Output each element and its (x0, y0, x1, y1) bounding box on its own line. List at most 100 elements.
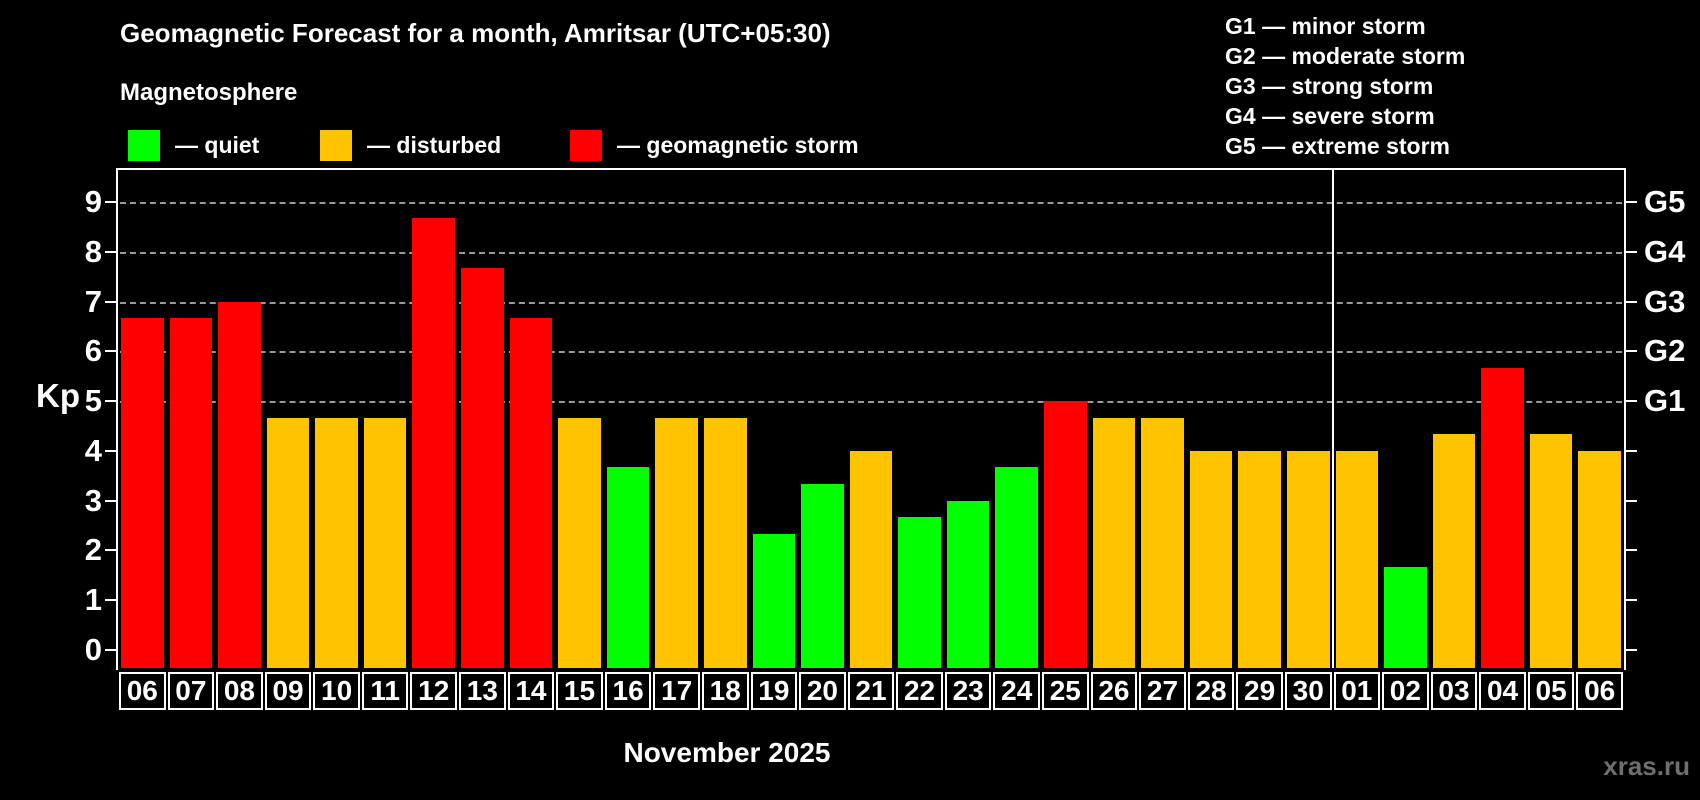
g-legend-line-g4: G4 — severe storm (1225, 103, 1435, 129)
x-label-day-03-27: 03 (1430, 672, 1478, 710)
bar-day-26 (1092, 417, 1136, 668)
legend-item-quiet: — quiet (128, 128, 259, 162)
disturbed-color-swatch (320, 129, 352, 161)
bar-day-18 (703, 417, 747, 668)
x-label-day-23-17: 23 (944, 672, 992, 710)
y-tick-right-5 (1625, 400, 1637, 403)
y-tick-left-6 (105, 350, 117, 353)
y-tick-left-3 (105, 499, 117, 502)
y-tick-left-1 (105, 599, 117, 602)
gridline-kp8 (120, 251, 1622, 254)
y-tick-right-0 (1625, 649, 1637, 651)
y-tick-right-4 (1625, 449, 1637, 452)
y-tick-right-7 (1625, 300, 1637, 303)
watermark: xras.ru (1603, 751, 1690, 781)
legend-label-disturbed: — disturbed (367, 131, 502, 158)
bar-day-25 (1044, 401, 1087, 668)
x-label-day-08-2: 08 (216, 672, 263, 710)
bar-day-11 (363, 417, 407, 668)
gridline-kp5 (120, 401, 1622, 404)
bar-day-23 (946, 500, 990, 668)
y-tick-left-4 (105, 449, 117, 452)
x-label-day-14-8: 14 (507, 672, 555, 710)
x-label-day-18-12: 18 (701, 672, 749, 710)
bar-day-22 (898, 517, 941, 668)
x-label-day-07-1: 07 (167, 672, 215, 710)
y-tick-label-7: 7 (84, 283, 102, 319)
y-tick-right-3 (1625, 499, 1637, 502)
y-tick-left-7 (105, 300, 117, 303)
bar-day-08 (218, 301, 261, 668)
quiet-color-swatch (128, 129, 160, 161)
bar-day-02 (1384, 566, 1427, 668)
bar-day-04 (1481, 367, 1524, 668)
y-tick-label-1: 1 (84, 582, 102, 618)
y-tick-right-9 (1625, 200, 1637, 203)
x-label-day-13-7: 13 (459, 672, 506, 710)
x-label-day-15-9: 15 (556, 672, 603, 710)
x-label-day-19-13: 19 (750, 672, 798, 710)
y-tick-label-3: 3 (84, 482, 102, 518)
bar-day-15 (558, 417, 601, 668)
bar-day-09 (266, 417, 310, 668)
bar-day-05 (1529, 434, 1573, 668)
legend-item-disturbed: — disturbed (320, 128, 501, 162)
x-label-day-01-25: 01 (1333, 672, 1381, 710)
y-tick-label-0: 0 (84, 632, 102, 667)
y-tick-left-9 (105, 200, 117, 203)
y-tick-left-8 (105, 250, 117, 253)
g-axis-label-g4: G4 (1644, 233, 1686, 269)
gridline-kp9 (120, 201, 1622, 204)
bar-day-29 (1238, 450, 1281, 668)
y-tick-label-9: 9 (84, 183, 102, 219)
x-label-day-05-29: 05 (1527, 672, 1575, 710)
x-label-day-27-21: 27 (1139, 672, 1186, 710)
g-legend-line-g3: G3 — strong storm (1225, 73, 1434, 99)
x-label-day-12-6: 12 (410, 672, 458, 710)
bar-day-06 (1578, 450, 1621, 668)
x-label-day-22-16: 22 (896, 672, 943, 710)
y-tick-left-0 (105, 649, 117, 651)
y-axis-label: Kp (36, 377, 80, 414)
bar-day-21 (849, 450, 893, 668)
x-label-day-21-15: 21 (847, 672, 895, 710)
bar-day-01 (1335, 450, 1379, 668)
g-axis-label-g5: G5 (1644, 183, 1686, 219)
g-axis-label-g2: G2 (1644, 333, 1686, 369)
bar-day-17 (655, 417, 698, 668)
gridline-kp6 (120, 351, 1622, 354)
y-tick-label-8: 8 (84, 233, 102, 269)
x-label-day-06-30: 06 (1576, 672, 1623, 710)
x-label-day-06-0: 06 (119, 672, 166, 710)
month-divider-line (1331, 170, 1334, 668)
y-tick-left-2 (105, 549, 117, 552)
x-label-day-30-24: 30 (1284, 672, 1332, 710)
y-tick-right-2 (1625, 549, 1637, 552)
bar-day-14 (509, 317, 553, 668)
x-label-day-29-23: 29 (1236, 672, 1283, 710)
bar-day-10 (315, 417, 358, 668)
bar-day-28 (1189, 450, 1233, 668)
bar-day-03 (1432, 434, 1476, 668)
x-label-day-02-26: 02 (1382, 672, 1429, 710)
g-axis-label-g1: G1 (1644, 383, 1686, 419)
legend-label-quiet: — quiet (175, 131, 260, 158)
x-label-day-16-10: 16 (604, 672, 652, 710)
y-tick-label-4: 4 (84, 432, 102, 468)
y-tick-label-6: 6 (84, 333, 102, 369)
bar-day-16 (606, 467, 650, 668)
x-label-day-20-14: 20 (799, 672, 846, 710)
bar-day-24 (995, 467, 1039, 668)
chart-subtitle: Magnetosphere (120, 79, 298, 106)
legend-item-storm: — geomagnetic storm (570, 128, 859, 162)
bar-day-30 (1286, 450, 1330, 668)
x-label-day-11-5: 11 (361, 672, 409, 710)
bar-day-27 (1141, 417, 1184, 668)
x-label-day-04-28: 04 (1479, 672, 1526, 710)
gridline-kp7 (120, 301, 1622, 304)
x-label-day-10-4: 10 (313, 672, 360, 710)
x-label-day-09-3: 09 (264, 672, 312, 710)
chart-title: Geomagnetic Forecast for a month, Amrits… (120, 18, 831, 48)
g-scale-legend: G1 — minor storm G2 — moderate storm G3 … (1225, 11, 1465, 161)
